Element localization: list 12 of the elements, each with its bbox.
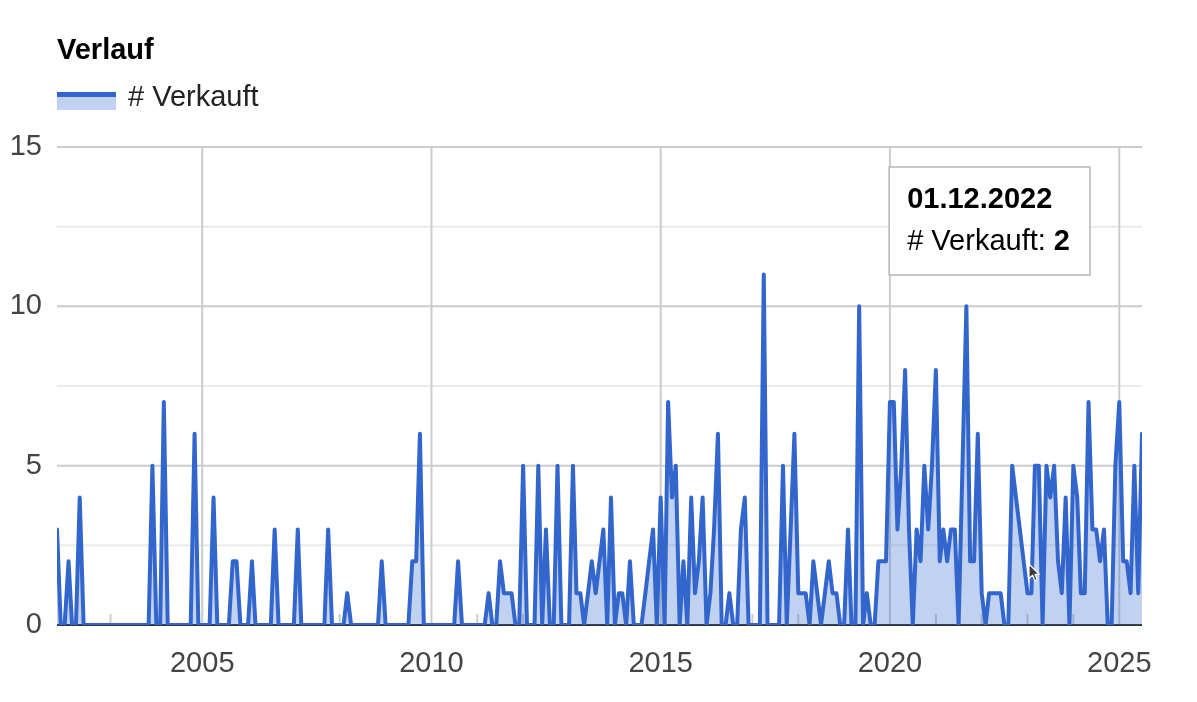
y-tick-label: 5 — [25, 447, 42, 480]
legend-label: # Verkauft — [128, 80, 259, 112]
y-tick-label: 15 — [9, 129, 42, 161]
x-tick-label: 2025 — [1087, 646, 1152, 679]
chart-title: Verlauf — [57, 33, 155, 65]
y-tick-label: 0 — [25, 607, 42, 639]
x-tick-label: 2010 — [399, 646, 464, 679]
annotation: 01.12.2022 # Verkauft: 2 — [907, 182, 1071, 256]
y-tick-label: 10 — [9, 288, 42, 321]
x-tick-label: 2005 — [169, 646, 235, 679]
x-tick-label: 2015 — [628, 646, 693, 679]
x-tick-label: 2020 — [857, 646, 923, 679]
